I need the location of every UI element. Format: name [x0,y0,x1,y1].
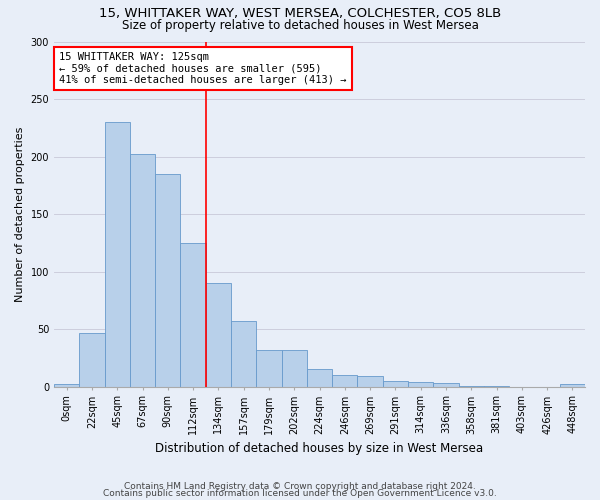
Text: 15 WHITTAKER WAY: 125sqm
← 59% of detached houses are smaller (595)
41% of semi-: 15 WHITTAKER WAY: 125sqm ← 59% of detach… [59,52,347,85]
Bar [256,350,281,387]
Bar [155,174,181,386]
Bar [383,381,408,386]
Bar [560,384,585,386]
Text: 15, WHITTAKER WAY, WEST MERSEA, COLCHESTER, CO5 8LB: 15, WHITTAKER WAY, WEST MERSEA, COLCHEST… [99,8,501,20]
Bar [307,370,332,386]
X-axis label: Distribution of detached houses by size in West Mersea: Distribution of detached houses by size … [155,442,484,455]
Bar [206,283,231,387]
Bar [332,375,358,386]
Text: Contains HM Land Registry data © Crown copyright and database right 2024.: Contains HM Land Registry data © Crown c… [124,482,476,491]
Bar [281,350,307,387]
Bar [79,332,104,386]
Y-axis label: Number of detached properties: Number of detached properties [15,126,25,302]
Bar [358,376,383,386]
Text: Size of property relative to detached houses in West Mersea: Size of property relative to detached ho… [122,18,478,32]
Bar [104,122,130,386]
Text: Contains public sector information licensed under the Open Government Licence v3: Contains public sector information licen… [103,490,497,498]
Bar [130,154,155,386]
Bar [433,383,458,386]
Bar [231,321,256,386]
Bar [408,382,433,386]
Bar [54,384,79,386]
Bar [181,243,206,386]
